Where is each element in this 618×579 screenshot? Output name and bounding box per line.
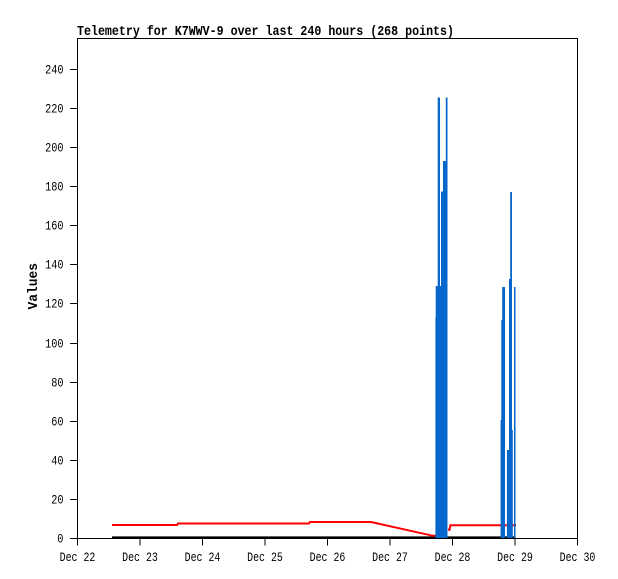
svg-text:Dec 28: Dec 28 [435, 550, 471, 565]
svg-text:20: 20 [51, 493, 63, 508]
svg-text:40: 40 [51, 454, 63, 469]
svg-text:Dec 30: Dec 30 [560, 550, 596, 565]
svg-text:Dec 22: Dec 22 [60, 550, 96, 565]
svg-text:100: 100 [45, 337, 63, 352]
svg-text:200: 200 [45, 141, 63, 156]
svg-text:140: 140 [45, 258, 63, 273]
svg-text:120: 120 [45, 297, 63, 312]
svg-text:220: 220 [45, 102, 63, 117]
svg-text:Dec 23: Dec 23 [122, 550, 158, 565]
svg-text:Dec 24: Dec 24 [185, 550, 221, 565]
svg-text:Dec 29: Dec 29 [497, 550, 533, 565]
svg-text:Dec 27: Dec 27 [372, 550, 408, 565]
svg-text:Values: Values [26, 263, 42, 310]
svg-text:Telemetry for K7WWV-9 over las: Telemetry for K7WWV-9 over last 240 hour… [77, 24, 454, 40]
svg-text:80: 80 [51, 376, 63, 391]
svg-text:180: 180 [45, 180, 63, 195]
svg-text:0: 0 [57, 532, 63, 547]
svg-text:Dec 26: Dec 26 [310, 550, 346, 565]
svg-text:160: 160 [45, 219, 63, 234]
svg-text:240: 240 [45, 63, 63, 78]
svg-text:60: 60 [51, 415, 63, 430]
svg-text:Dec 25: Dec 25 [247, 550, 283, 565]
